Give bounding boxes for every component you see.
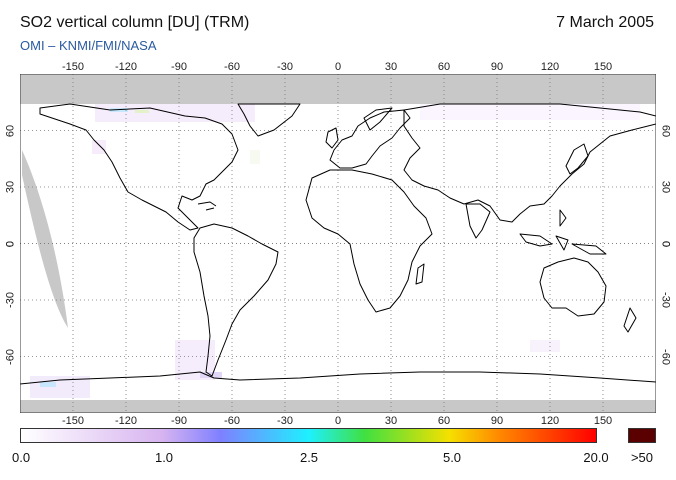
coast-madagascar — [415, 263, 425, 285]
lon-tick-label-bottom: 120 — [540, 415, 560, 427]
lat-tick-label-left: -60 — [4, 348, 17, 365]
lat-tick-label-right: 30 — [659, 180, 672, 194]
colorbar-label: 5.0 — [442, 450, 462, 465]
lon-tick-label-bottom: 60 — [437, 415, 451, 427]
coast-caribbean — [197, 201, 217, 211]
coast-antarctica — [20, 371, 656, 385]
lon-tick-label-bottom: -120 — [114, 415, 138, 427]
lat-tick-label-right: 60 — [659, 124, 672, 137]
lon-tick-label-bottom: 30 — [384, 415, 398, 427]
coast-north-america — [39, 103, 239, 231]
colorbar-label: >50 — [630, 450, 654, 465]
no-data-swath — [22, 150, 68, 328]
coast-new-zealand — [623, 307, 637, 333]
lon-tick-label-top: -30 — [277, 61, 293, 73]
lat-tick-label-left: -30 — [4, 292, 17, 308]
colorbar-label: 2.5 — [299, 450, 319, 465]
lat-tick-label-right: 0 — [659, 240, 672, 247]
lon-tick-label-top: 90 — [490, 61, 504, 73]
lon-tick-label-top: -90 — [171, 61, 187, 73]
lon-tick-label-top: 60 — [437, 61, 451, 73]
lon-tick-label-bottom: 150 — [593, 415, 613, 427]
lon-tick-label-bottom: -90 — [171, 415, 187, 427]
colorbar-label: 1.0 — [154, 450, 174, 465]
lon-tick-label-bottom: -30 — [277, 415, 293, 427]
coast-japan — [565, 143, 589, 175]
map-subtitle: OMI – KNMI/FMI/NASA — [20, 38, 157, 53]
colorbar-label: 20.0 — [583, 450, 609, 465]
lat-tick-label-left: 0 — [4, 240, 17, 247]
lon-tick-label-top: 30 — [384, 61, 398, 73]
coast-india — [465, 203, 491, 239]
coast-scandinavia — [363, 107, 393, 131]
lon-tick-label-top: -120 — [114, 61, 138, 73]
lat-tick-label-left: 30 — [4, 180, 17, 194]
lon-tick-label-bottom: 0 — [334, 415, 342, 427]
lon-tick-label-top: -150 — [61, 61, 85, 73]
lon-tick-label-bottom: 90 — [490, 415, 504, 427]
lon-tick-label-bottom: -150 — [61, 415, 85, 427]
map-title: SO2 vertical column [DU] (TRM) — [20, 14, 250, 31]
coast-greenland — [237, 103, 301, 137]
lon-tick-label-top: 0 — [334, 61, 342, 73]
coast-asia — [403, 103, 656, 223]
colorbar — [20, 428, 597, 443]
colorbar-label: 0.0 — [12, 450, 31, 465]
lon-tick-label-top: 150 — [593, 61, 613, 73]
graticule — [20, 74, 656, 413]
coastlines — [20, 103, 656, 385]
lat-tick-label-left: 60 — [4, 124, 17, 137]
lon-tick-label-bottom: -60 — [224, 415, 240, 427]
lon-tick-label-top: -60 — [224, 61, 240, 73]
coast-south-america — [193, 223, 279, 377]
lon-tick-label-top: 120 — [540, 61, 560, 73]
lat-tick-label-right: -30 — [659, 292, 672, 308]
coast-indonesia — [519, 209, 607, 255]
coast-europe — [329, 109, 411, 169]
coast-australia — [539, 257, 607, 317]
colorbar-overflow — [628, 428, 656, 443]
map-date: 7 March 2005 — [556, 14, 654, 31]
lat-tick-label-right: -60 — [659, 348, 672, 365]
coast-uk — [325, 127, 339, 149]
coast-africa — [305, 169, 433, 313]
